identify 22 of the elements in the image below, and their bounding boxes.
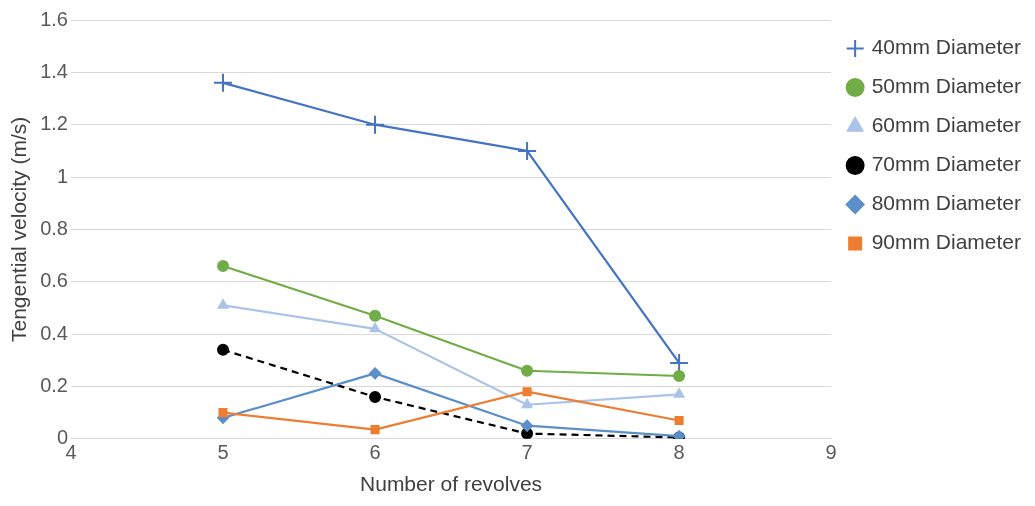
x-tick-label: 7 (521, 441, 533, 464)
y-tick-label: 0.6 (40, 269, 68, 292)
y-tick-label: 0.4 (40, 321, 68, 344)
legend-label: 90mm Diameter (871, 230, 1022, 254)
legend-label: 80mm Diameter (871, 191, 1022, 215)
legend-label: 40mm Diameter (871, 35, 1022, 59)
y-axis-title: Tengential velocity (m/s) (7, 116, 31, 343)
x-tick-label: 9 (825, 441, 837, 464)
x-axis-title: Number of revolves (360, 472, 543, 496)
y-tick-label: 0.2 (40, 373, 68, 396)
legend-label: 50mm Diameter (871, 74, 1022, 98)
x-tick-label: 5 (217, 441, 229, 464)
y-tick-label: 0.8 (40, 216, 68, 239)
y-tick-label: 1.6 (40, 7, 68, 30)
legend-label: 60mm Diameter (871, 113, 1022, 137)
legend-label: 70mm Diameter (871, 152, 1022, 176)
y-tick-label: 1.2 (40, 112, 68, 135)
y-tick-label: 1 (56, 164, 68, 187)
y-tick-label: 0 (56, 426, 68, 449)
x-tick-label: 6 (369, 441, 381, 464)
y-tick-label: 1.4 (40, 59, 68, 82)
x-tick-label: 8 (673, 441, 685, 464)
